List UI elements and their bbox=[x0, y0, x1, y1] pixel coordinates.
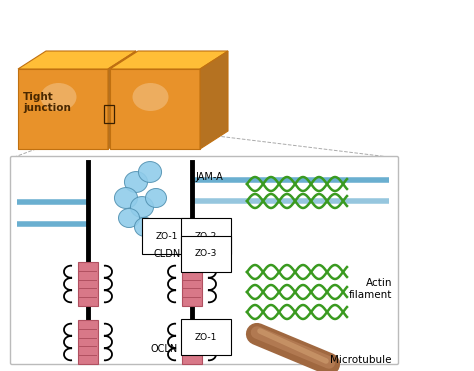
Ellipse shape bbox=[133, 83, 168, 111]
Bar bbox=[182, 262, 202, 306]
Ellipse shape bbox=[146, 188, 166, 207]
Bar bbox=[78, 320, 98, 364]
Text: Actin
filament: Actin filament bbox=[348, 278, 392, 300]
FancyBboxPatch shape bbox=[10, 157, 399, 364]
Ellipse shape bbox=[118, 209, 139, 227]
Polygon shape bbox=[200, 51, 228, 149]
Ellipse shape bbox=[40, 83, 76, 111]
Ellipse shape bbox=[125, 171, 147, 193]
Polygon shape bbox=[18, 51, 136, 69]
Bar bbox=[78, 262, 98, 306]
Polygon shape bbox=[110, 51, 228, 69]
Polygon shape bbox=[108, 51, 136, 149]
Text: Tight
junction: Tight junction bbox=[23, 92, 71, 114]
Bar bbox=[104, 105, 114, 124]
Ellipse shape bbox=[130, 197, 154, 217]
Ellipse shape bbox=[138, 161, 162, 183]
Ellipse shape bbox=[114, 188, 137, 209]
Text: JAM-A: JAM-A bbox=[195, 172, 223, 182]
Text: Microtubule: Microtubule bbox=[330, 355, 392, 365]
Text: ZO-1: ZO-1 bbox=[156, 232, 178, 240]
Bar bbox=[182, 320, 202, 364]
Text: OCLN: OCLN bbox=[150, 344, 178, 354]
Text: ZO-2: ZO-2 bbox=[195, 232, 217, 240]
Text: CLDN: CLDN bbox=[154, 249, 181, 259]
Text: ZO-3: ZO-3 bbox=[195, 250, 218, 259]
Ellipse shape bbox=[135, 217, 155, 236]
Polygon shape bbox=[110, 69, 200, 149]
Polygon shape bbox=[18, 69, 108, 149]
Text: ZO-1: ZO-1 bbox=[195, 332, 218, 341]
